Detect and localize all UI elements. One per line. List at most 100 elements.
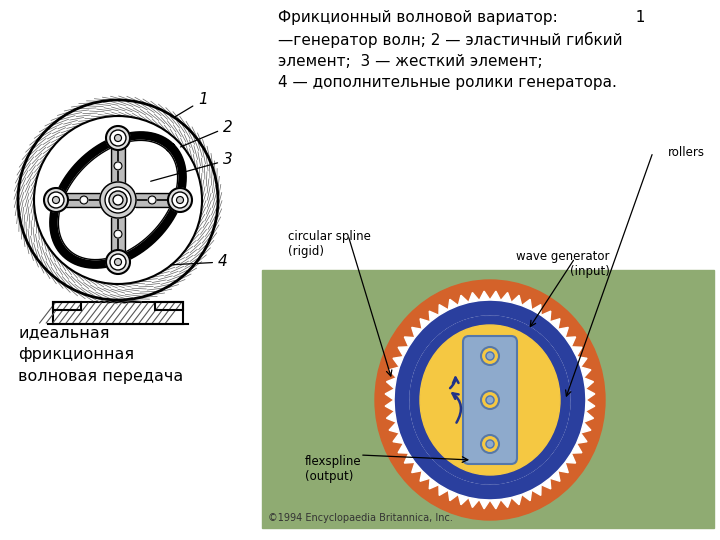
- Polygon shape: [428, 341, 436, 349]
- Polygon shape: [561, 409, 570, 418]
- Polygon shape: [433, 457, 442, 465]
- Circle shape: [44, 188, 68, 212]
- Bar: [155, 302, 183, 310]
- Polygon shape: [562, 390, 570, 400]
- Polygon shape: [499, 316, 508, 325]
- Polygon shape: [531, 485, 541, 495]
- Polygon shape: [464, 318, 472, 327]
- Polygon shape: [490, 500, 500, 509]
- Circle shape: [481, 347, 499, 365]
- Circle shape: [106, 126, 130, 150]
- Polygon shape: [580, 422, 591, 433]
- Polygon shape: [455, 470, 464, 480]
- Text: wave generator
(input): wave generator (input): [516, 250, 610, 278]
- FancyBboxPatch shape: [463, 336, 517, 464]
- Polygon shape: [398, 443, 409, 453]
- Polygon shape: [508, 473, 516, 482]
- Polygon shape: [412, 462, 422, 472]
- Circle shape: [148, 196, 156, 204]
- Text: ©1994 Encyclopaedia Britannica, Inc.: ©1994 Encyclopaedia Britannica, Inc.: [268, 513, 453, 523]
- Ellipse shape: [375, 280, 605, 520]
- Polygon shape: [420, 471, 430, 481]
- Polygon shape: [565, 453, 575, 463]
- Polygon shape: [522, 490, 531, 501]
- Text: 1: 1: [176, 92, 208, 117]
- Polygon shape: [433, 334, 442, 343]
- Polygon shape: [422, 444, 431, 453]
- Polygon shape: [447, 325, 455, 334]
- Polygon shape: [385, 400, 395, 411]
- Polygon shape: [565, 337, 575, 347]
- Polygon shape: [585, 389, 595, 400]
- Bar: [53, 302, 183, 324]
- Polygon shape: [577, 356, 587, 367]
- Circle shape: [481, 391, 499, 409]
- Circle shape: [48, 192, 64, 208]
- Bar: [53, 302, 183, 324]
- Polygon shape: [553, 436, 562, 445]
- Polygon shape: [480, 291, 490, 301]
- Polygon shape: [585, 400, 595, 411]
- Polygon shape: [557, 363, 565, 372]
- Text: 2: 2: [181, 119, 233, 147]
- Polygon shape: [412, 372, 420, 381]
- Circle shape: [481, 435, 499, 453]
- Polygon shape: [511, 295, 522, 306]
- Polygon shape: [584, 378, 593, 389]
- Bar: [53, 302, 81, 310]
- Polygon shape: [469, 497, 480, 508]
- Circle shape: [116, 232, 120, 236]
- Polygon shape: [405, 337, 415, 347]
- Polygon shape: [584, 411, 593, 422]
- Circle shape: [82, 198, 86, 202]
- Circle shape: [100, 182, 136, 218]
- Polygon shape: [455, 321, 464, 330]
- Polygon shape: [440, 329, 449, 338]
- Circle shape: [150, 198, 154, 202]
- Polygon shape: [472, 316, 481, 325]
- Polygon shape: [50, 132, 186, 267]
- Circle shape: [114, 162, 122, 170]
- Polygon shape: [544, 341, 552, 349]
- Polygon shape: [516, 470, 525, 480]
- Circle shape: [110, 254, 126, 270]
- Polygon shape: [405, 453, 415, 463]
- Circle shape: [114, 134, 122, 141]
- Polygon shape: [440, 462, 449, 471]
- Polygon shape: [580, 367, 591, 378]
- Polygon shape: [561, 381, 570, 390]
- Circle shape: [114, 230, 122, 238]
- Polygon shape: [428, 451, 436, 460]
- Polygon shape: [387, 411, 397, 422]
- Polygon shape: [410, 409, 419, 418]
- Polygon shape: [418, 436, 427, 445]
- Circle shape: [53, 197, 60, 204]
- Circle shape: [168, 188, 192, 212]
- Polygon shape: [439, 305, 449, 315]
- Polygon shape: [522, 299, 531, 310]
- Polygon shape: [410, 390, 418, 400]
- Polygon shape: [516, 321, 525, 330]
- Polygon shape: [538, 457, 546, 465]
- Text: circular spline
(rigid): circular spline (rigid): [288, 230, 371, 258]
- Polygon shape: [531, 329, 540, 338]
- Polygon shape: [538, 334, 546, 343]
- Circle shape: [105, 187, 131, 213]
- Polygon shape: [447, 467, 455, 476]
- Circle shape: [114, 259, 122, 266]
- Polygon shape: [508, 318, 516, 327]
- Polygon shape: [398, 347, 409, 356]
- Polygon shape: [418, 355, 427, 363]
- Polygon shape: [439, 485, 449, 495]
- Polygon shape: [525, 467, 533, 476]
- Polygon shape: [557, 428, 565, 436]
- Polygon shape: [415, 363, 423, 372]
- Polygon shape: [490, 316, 499, 324]
- Polygon shape: [562, 400, 570, 409]
- Polygon shape: [58, 140, 178, 260]
- Polygon shape: [571, 443, 582, 453]
- Polygon shape: [553, 355, 562, 363]
- Circle shape: [109, 191, 127, 209]
- Circle shape: [18, 100, 218, 300]
- Polygon shape: [511, 495, 522, 505]
